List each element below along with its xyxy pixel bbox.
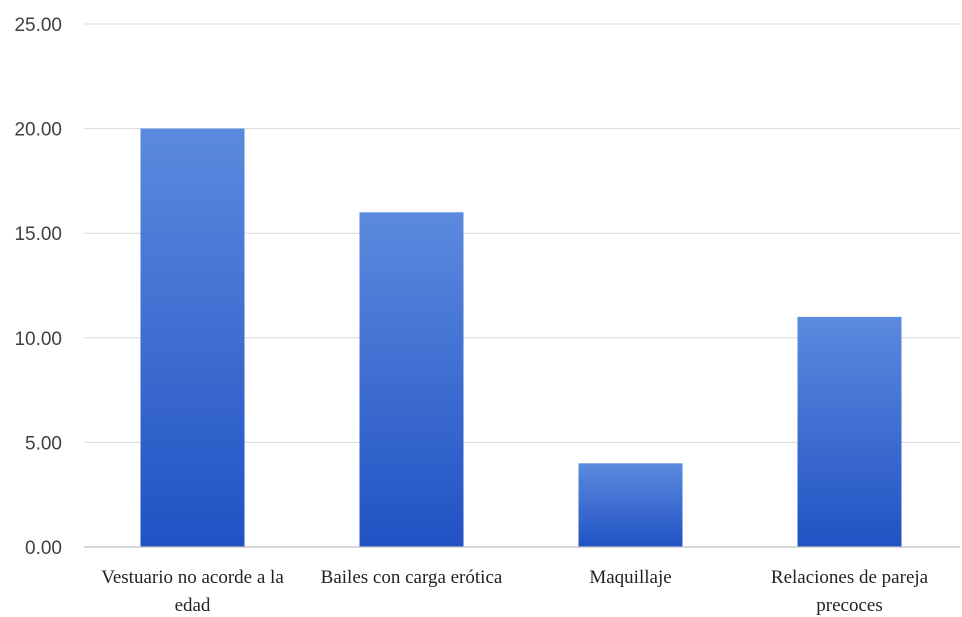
- x-axis-tick-labels: Vestuario no acorde a la edad Bailes con c…: [101, 567, 928, 616]
- x-tick-label-line: Relaciones de pareja: [771, 567, 929, 588]
- x-tick-label: Bailes con carga erótica: [321, 567, 503, 588]
- x-tick-label: Vestuario no acorde a la edad: [101, 567, 284, 616]
- bar: [140, 128, 245, 547]
- x-tick-label: Relaciones de pareja precoces: [771, 567, 929, 616]
- bar: [797, 316, 902, 547]
- x-tick-label: Maquillaje: [589, 567, 671, 588]
- bar: [578, 463, 683, 547]
- bar: [359, 212, 464, 547]
- x-tick-label-line: precoces: [816, 595, 882, 616]
- y-tick-label: 20.00: [14, 120, 62, 141]
- x-tick-label-line: Bailes con carga erótica: [321, 567, 503, 588]
- y-tick-label: 15.00: [14, 224, 62, 245]
- y-axis-tick-labels: 0.00 5.00 10.00 15.00 20.00 25.00: [14, 15, 62, 559]
- bars: [140, 128, 902, 547]
- x-tick-label-line: Vestuario no acorde a la: [101, 567, 284, 588]
- y-tick-label: 5.00: [25, 433, 62, 454]
- y-tick-label: 25.00: [14, 15, 62, 36]
- y-tick-label: 0.00: [25, 538, 62, 559]
- y-tick-label: 10.00: [14, 329, 62, 350]
- x-tick-label-line: Maquillaje: [589, 567, 671, 588]
- x-tick-label-line: edad: [175, 595, 211, 616]
